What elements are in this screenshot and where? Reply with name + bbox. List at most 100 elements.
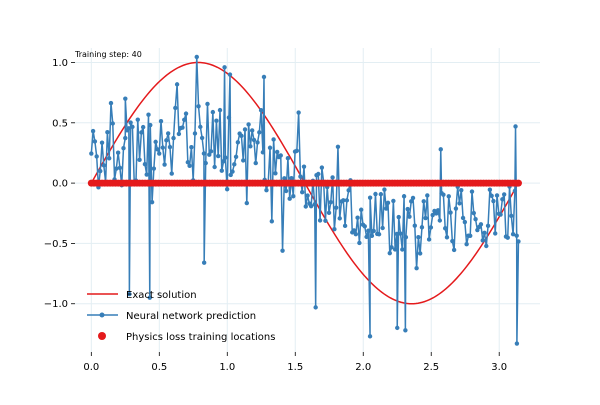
prediction-point: [498, 212, 503, 217]
prediction-point: [426, 237, 432, 242]
prediction-point: [210, 109, 216, 115]
y-tick-label: −0.5: [44, 239, 68, 250]
prediction-point: [230, 169, 235, 174]
prediction-point: [241, 158, 246, 163]
prediction-point: [369, 233, 375, 239]
y-axis-ticks: 1.0 0.5 0.0 −0.5 −1.0: [44, 58, 75, 310]
prediction-point: [140, 124, 146, 130]
x-tick-label: 0.0: [83, 362, 99, 373]
prediction-point: [487, 187, 493, 192]
prediction-point: [409, 199, 414, 204]
prediction-point: [160, 145, 165, 150]
prediction-point: [438, 147, 443, 152]
prediction-point: [105, 130, 110, 135]
prediction-point: [401, 194, 407, 199]
prediction-point: [244, 200, 249, 206]
prediction-point: [212, 164, 217, 170]
prediction-point: [201, 260, 207, 265]
y-tick-label: 0.5: [52, 118, 68, 129]
prediction-point: [201, 151, 207, 156]
prediction-point: [330, 175, 335, 180]
prediction-point: [405, 206, 410, 212]
prediction-point: [121, 145, 126, 151]
prediction-point: [110, 121, 115, 126]
prediction-point: [333, 205, 339, 210]
y-tick-label: 0.0: [52, 179, 68, 190]
prediction-point: [403, 328, 408, 333]
prediction-point: [353, 232, 359, 237]
prediction-point: [417, 251, 423, 256]
prediction-point: [108, 100, 114, 106]
prediction-point: [155, 147, 160, 152]
prediction-point: [482, 230, 487, 235]
prediction-point: [460, 215, 466, 221]
prediction-point: [335, 144, 341, 149]
prediction-point: [189, 145, 194, 150]
prediction-point: [207, 152, 212, 157]
prediction-point: [257, 130, 262, 135]
prediction-point: [253, 160, 258, 166]
prediction-point: [194, 54, 199, 60]
prediction-point: [149, 199, 155, 205]
prediction-point: [435, 208, 441, 213]
prediction-point: [301, 164, 307, 169]
prediction-point: [99, 140, 105, 145]
prediction-point: [183, 111, 189, 116]
prediction-point: [271, 137, 276, 142]
prediction-point: [357, 240, 362, 246]
prediction-point: [371, 228, 376, 234]
prediction-point: [127, 291, 132, 297]
prediction-point: [358, 207, 364, 212]
prediction-point: [242, 127, 248, 132]
prediction-point: [303, 204, 308, 209]
prediction-point: [448, 210, 453, 215]
prediction-point: [192, 131, 198, 136]
prediction-point: [228, 172, 233, 178]
prediction-point: [341, 198, 346, 203]
prediction-point: [300, 189, 305, 195]
prediction-point: [144, 172, 149, 177]
prediction-point: [157, 151, 162, 156]
prediction-point: [135, 117, 140, 122]
prediction-point: [376, 232, 382, 237]
x-tick-label: 2.5: [423, 362, 439, 373]
prediction-point: [287, 196, 292, 201]
prediction-point: [260, 150, 266, 155]
prediction-point: [162, 162, 167, 167]
prediction-point: [437, 218, 443, 223]
prediction-point: [500, 197, 505, 202]
prediction-point: [167, 144, 173, 150]
prediction-point: [151, 166, 157, 171]
prediction-point: [142, 161, 148, 167]
prediction-point: [226, 115, 232, 120]
prediction-point: [441, 192, 446, 197]
prediction-point: [430, 212, 435, 218]
prediction-point: [451, 247, 457, 253]
prediction-point: [366, 228, 371, 233]
prediction-point: [130, 124, 135, 130]
prediction-point: [267, 145, 273, 150]
prediction-point: [312, 202, 317, 207]
prediction-point: [196, 104, 201, 109]
prediction-point: [514, 233, 519, 238]
prediction-point: [462, 219, 468, 225]
prediction-point: [278, 153, 283, 158]
prediction-point: [205, 101, 210, 107]
prediction-point: [317, 218, 323, 223]
prediction-point: [94, 154, 99, 159]
legend-prediction-marker: [99, 312, 105, 318]
prediction-point: [510, 232, 516, 237]
prediction-point: [505, 235, 510, 240]
prediction-point: [319, 165, 325, 170]
prediction-point: [182, 117, 187, 122]
prediction-point: [114, 166, 119, 171]
prediction-point: [128, 120, 133, 125]
x-tick-label: 2.0: [355, 362, 371, 373]
prediction-point: [221, 159, 226, 164]
prediction-point: [414, 266, 419, 271]
training-step-annotation: Training step: 40: [74, 50, 142, 59]
x-tick-label: 0.5: [151, 362, 167, 373]
prediction-point: [255, 140, 260, 145]
prediction-point: [264, 188, 269, 193]
